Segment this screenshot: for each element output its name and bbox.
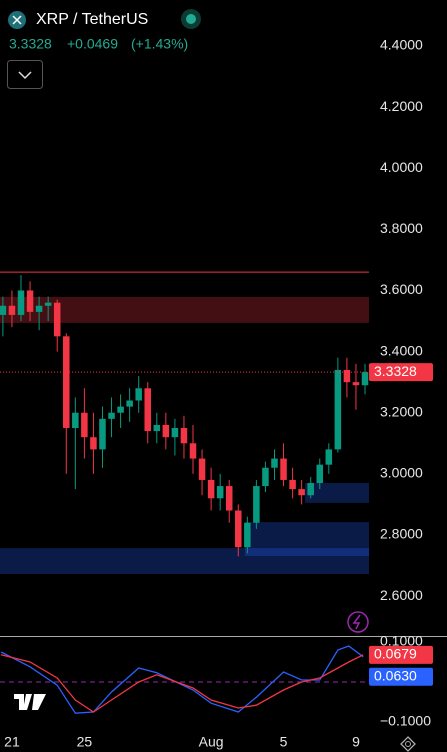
change: +0.0469 — [67, 36, 118, 52]
candle-body — [108, 412, 115, 419]
candle-body — [63, 336, 70, 429]
alert-icon[interactable] — [347, 611, 369, 633]
zone — [305, 483, 369, 503]
settings-icon[interactable] — [400, 736, 416, 752]
candle-body — [99, 418, 106, 450]
price: 3.3328 — [9, 36, 52, 52]
indicator-line — [0, 654, 364, 713]
candle-body — [289, 479, 296, 490]
y-tick-label: 4.0000 — [380, 159, 423, 175]
candle-body — [352, 382, 360, 386]
y-tick-label: 4.2000 — [380, 98, 423, 114]
candle-body — [144, 388, 152, 432]
candle-body — [17, 290, 25, 315]
y-tick-label: 3.0000 — [380, 465, 423, 481]
value-tag-label: 0.0630 — [374, 668, 417, 684]
value-tag — [369, 645, 433, 664]
zone — [244, 522, 369, 557]
candle-body — [117, 406, 124, 413]
alert-bolt — [352, 614, 361, 630]
candle-body — [0, 305, 7, 315]
close-icon[interactable] — [12, 15, 22, 25]
y-tick-label: −0.1000 — [380, 713, 431, 729]
candle-body — [90, 437, 97, 450]
last-price-tag — [369, 363, 433, 382]
candle-body — [135, 388, 142, 401]
candle-body — [44, 302, 52, 306]
zone — [0, 296, 369, 323]
candle-body — [180, 428, 188, 444]
candle-body — [26, 290, 34, 312]
candle-body — [198, 458, 206, 480]
candle-body — [235, 510, 242, 548]
x-tick-label: 25 — [77, 734, 93, 750]
x-tick-label: 9 — [352, 734, 360, 750]
value-tag-label: 0.0679 — [374, 646, 417, 662]
candle-body — [216, 486, 224, 499]
candle-body — [325, 449, 333, 465]
y-tick-label: 2.6000 — [380, 587, 423, 603]
candle-body — [343, 369, 351, 383]
x-tick-label: Aug — [199, 734, 224, 750]
status-dot — [186, 14, 196, 24]
candle-body — [361, 372, 369, 386]
indicator-line — [0, 645, 364, 714]
candle-body — [189, 443, 197, 459]
last-price-label: 3.3328 — [374, 363, 417, 379]
candle-body — [72, 412, 79, 429]
candle-body — [126, 400, 133, 407]
candle-body — [316, 464, 324, 484]
candle-body — [271, 458, 278, 468]
candle-body — [334, 369, 342, 450]
candle-body — [35, 305, 43, 312]
logo — [14, 694, 46, 710]
symbol: XRP / TetherUS — [36, 11, 148, 28]
dropdown-chevron — [18, 71, 32, 80]
x-tick-label: 5 — [280, 734, 288, 750]
candle-body — [153, 424, 161, 432]
candle-body — [225, 486, 233, 511]
candle-body — [171, 428, 179, 438]
candle-body — [162, 424, 170, 438]
x-tick-label: 21 — [4, 734, 20, 750]
candle-body — [298, 489, 305, 496]
y-tick-label: 3.2000 — [380, 403, 423, 419]
y-tick-label: 2.8000 — [380, 526, 423, 542]
change-pct: (+1.43%) — [131, 36, 188, 52]
y-tick-label: 3.8000 — [380, 220, 423, 236]
candle-body — [53, 302, 61, 337]
value-tag — [369, 667, 433, 686]
dropdown-button[interactable] — [7, 60, 43, 89]
candle-body — [244, 522, 251, 548]
y-tick-label: 0.1000 — [380, 633, 423, 649]
settings-icon-core — [405, 741, 411, 747]
candle-body — [8, 305, 16, 315]
y-tick-label: 4.4000 — [380, 37, 423, 53]
zone — [0, 548, 369, 575]
candle-body — [81, 412, 88, 438]
candle-body — [307, 483, 314, 496]
candle-body — [253, 486, 260, 523]
candle-body — [280, 458, 287, 480]
y-tick-label: 3.6000 — [380, 281, 423, 297]
y-tick-label: 3.4000 — [380, 342, 423, 358]
candle-body — [262, 467, 269, 487]
candle-body — [207, 479, 215, 499]
